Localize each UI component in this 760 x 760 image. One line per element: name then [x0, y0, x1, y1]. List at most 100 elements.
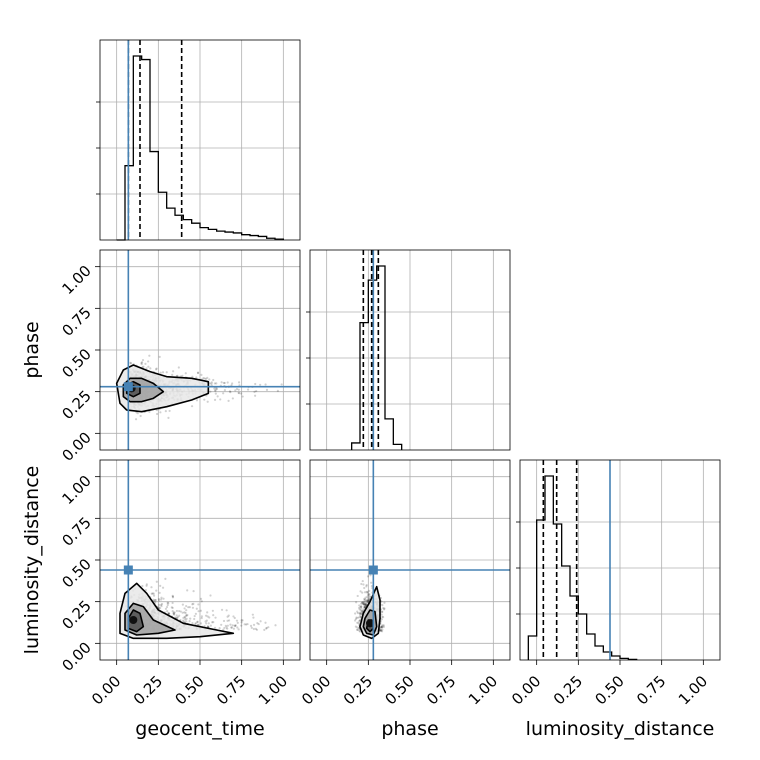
sample-point — [209, 390, 212, 393]
sample-point — [183, 607, 186, 610]
sample-point — [241, 395, 244, 398]
panel-frame — [99, 39, 301, 241]
sample-point — [360, 605, 363, 608]
sample-point — [366, 590, 369, 593]
sample-point — [229, 623, 232, 626]
sample-point — [259, 620, 262, 623]
sample-point — [225, 626, 228, 629]
sample-point — [380, 610, 383, 613]
sample-point — [172, 370, 175, 373]
sample-point — [259, 383, 262, 386]
sample-point — [175, 609, 179, 613]
sample-point — [148, 410, 151, 413]
sample-point — [196, 620, 199, 623]
sample-point — [363, 604, 366, 607]
sample-point — [365, 583, 368, 587]
sample-point — [213, 387, 216, 390]
sample-point — [192, 590, 195, 593]
x-tick-label: 0.75 — [633, 672, 669, 708]
sample-point — [222, 392, 225, 395]
sample-point — [171, 609, 174, 613]
sample-point — [237, 388, 240, 391]
sample-point — [159, 371, 162, 374]
sample-point — [211, 609, 214, 612]
x-tick-label: 1.00 — [255, 672, 291, 708]
sample-point — [380, 626, 383, 629]
sample-point — [379, 628, 383, 631]
sample-point — [212, 378, 215, 382]
sample-point — [167, 416, 170, 420]
sample-point — [240, 619, 243, 622]
sample-point — [356, 594, 359, 598]
sample-point — [363, 603, 367, 606]
sample-point — [207, 622, 210, 625]
y-axis-label-luminosity_distance: luminosity_distance — [21, 466, 43, 655]
sample-point — [358, 619, 361, 623]
sample-point — [222, 628, 225, 631]
sample-point — [381, 603, 384, 607]
sample-point — [140, 361, 144, 364]
sample-point — [359, 608, 362, 611]
sample-point — [360, 610, 363, 613]
sample-point — [191, 622, 194, 625]
sample-point — [185, 604, 188, 608]
sample-point — [222, 619, 226, 623]
density-peak — [366, 619, 374, 628]
sample-point — [231, 397, 234, 400]
sample-point — [367, 593, 370, 596]
sample-point — [212, 614, 215, 617]
sample-point — [236, 626, 239, 629]
y-tick-label: 0.50 — [58, 555, 94, 591]
sample-point — [363, 603, 366, 606]
sample-point — [196, 371, 200, 375]
sample-point — [380, 600, 383, 603]
sample-point — [212, 621, 215, 624]
panel-geocent_time-vs-phase — [99, 249, 301, 451]
sample-point — [145, 584, 148, 587]
sample-point — [152, 592, 155, 595]
sample-point — [155, 367, 158, 370]
sample-point — [214, 388, 217, 392]
sample-point — [249, 624, 253, 627]
sample-point — [236, 621, 239, 624]
sample-point — [355, 616, 358, 619]
sample-point — [263, 628, 266, 631]
sample-point — [214, 616, 217, 619]
sample-point — [354, 625, 358, 628]
sample-point — [161, 371, 165, 374]
x-tick-label: 0.50 — [171, 672, 207, 708]
sample-point — [362, 602, 365, 606]
sample-point — [380, 618, 383, 621]
sample-point — [223, 381, 226, 385]
sample-point — [364, 599, 367, 603]
sample-point — [363, 606, 367, 609]
sample-point — [366, 595, 369, 598]
sample-point — [208, 382, 212, 385]
sample-point — [237, 628, 240, 631]
sample-point — [204, 614, 208, 617]
sample-point — [208, 378, 211, 381]
sample-point — [215, 388, 218, 391]
sample-point — [168, 612, 171, 615]
sample-point — [240, 624, 243, 627]
sample-point — [190, 405, 194, 408]
sample-point — [245, 623, 248, 626]
sample-point — [230, 626, 233, 629]
sample-point — [213, 626, 217, 629]
sample-point — [234, 389, 237, 392]
sample-point — [203, 624, 206, 628]
sample-point — [192, 602, 195, 605]
sample-point — [363, 605, 366, 609]
sample-point — [238, 392, 241, 395]
sample-point — [184, 618, 187, 621]
sample-point — [160, 598, 163, 601]
sample-point — [358, 612, 361, 615]
x-tick-label: 0.25 — [340, 672, 376, 708]
sample-point — [194, 623, 197, 626]
sample-point — [364, 604, 367, 607]
sample-point — [380, 626, 384, 629]
sample-point — [188, 606, 191, 609]
sample-point — [136, 412, 139, 415]
sample-point — [363, 586, 366, 590]
x-tick-label: 1.00 — [675, 672, 711, 708]
